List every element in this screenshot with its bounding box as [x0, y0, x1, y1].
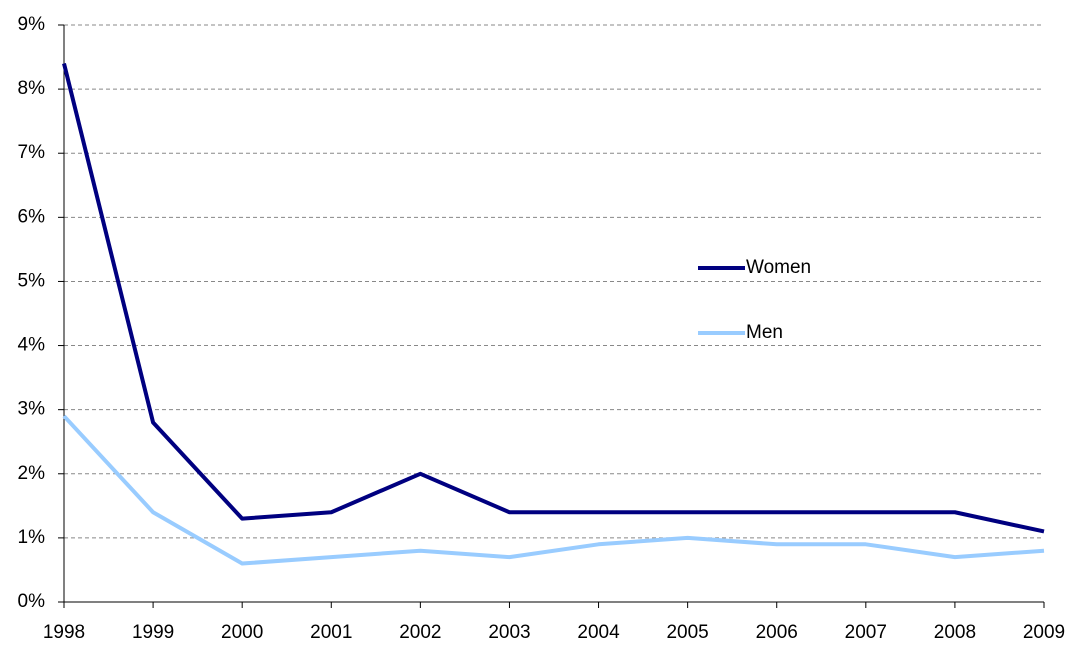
- x-tick-label: 2003: [488, 622, 530, 643]
- y-tick-label: 2%: [18, 463, 46, 484]
- y-tick-label: 0%: [18, 591, 46, 612]
- series-line: [62, 62, 1045, 534]
- y-tick-label: 8%: [18, 78, 46, 99]
- y-tick-label: 6%: [18, 206, 46, 227]
- y-tick-label: 4%: [18, 335, 46, 356]
- x-tick-label: 2007: [845, 622, 887, 643]
- y-tick-label: 1%: [18, 527, 46, 548]
- x-tick-label: 2000: [221, 622, 263, 643]
- x-tick-label: 2005: [666, 622, 708, 643]
- series-line: [62, 414, 1045, 566]
- x-tick-label: 1999: [132, 622, 174, 643]
- x-tick-label: 2001: [310, 622, 352, 643]
- y-tick-label: 7%: [18, 142, 46, 163]
- legend-label: Women: [746, 257, 811, 278]
- x-tick-label: 2008: [934, 622, 976, 643]
- x-tick-label: 2009: [1023, 622, 1065, 643]
- x-tick-label: 2006: [756, 622, 798, 643]
- y-tick-label: 9%: [18, 14, 46, 35]
- y-tick-label: 5%: [18, 270, 46, 291]
- legend-label: Men: [746, 322, 783, 343]
- x-tick-label: 2002: [399, 622, 441, 643]
- y-tick-label: 3%: [18, 399, 46, 420]
- x-tick-label: 1998: [43, 622, 85, 643]
- x-tick-label: 2004: [577, 622, 620, 643]
